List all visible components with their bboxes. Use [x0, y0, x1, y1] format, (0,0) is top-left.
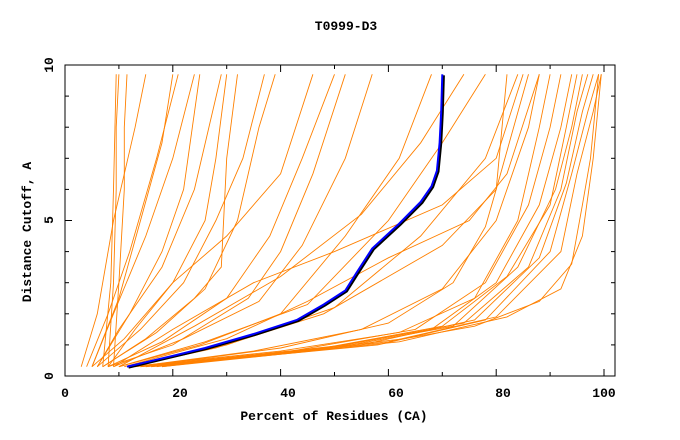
- model-curve: [161, 74, 600, 368]
- model-curve: [91, 74, 228, 368]
- model-curve: [151, 74, 594, 368]
- model-curve: [135, 74, 540, 368]
- highlight-shadow-curve: [128, 75, 445, 369]
- y-axis-label: Distance Cutoff, A: [20, 162, 35, 303]
- model-curve: [102, 74, 276, 368]
- x-tick-label: 40: [280, 386, 296, 401]
- model-curve: [113, 74, 128, 367]
- model-curve: [145, 74, 589, 368]
- model-curve: [129, 74, 519, 368]
- model-curve: [91, 74, 174, 367]
- model-curve: [135, 74, 562, 368]
- model-curve: [107, 74, 314, 367]
- x-tick-label: 0: [61, 386, 69, 401]
- model-curve: [161, 74, 602, 368]
- model-curve: [96, 74, 222, 367]
- x-tick-label: 80: [495, 386, 511, 401]
- y-tick-label: 0: [42, 372, 57, 380]
- x-axis-label: Percent of Residues (CA): [240, 409, 427, 424]
- model-curve: [118, 74, 486, 368]
- axis-ticks: [64, 64, 615, 377]
- x-tick-label: 100: [592, 386, 616, 401]
- model-curve: [140, 74, 578, 368]
- plot-frame: [64, 64, 616, 377]
- model-curve: [118, 74, 465, 368]
- model-curve: [124, 74, 540, 368]
- model-curve: [118, 74, 432, 368]
- series-layer: [80, 74, 602, 369]
- model-curve: [151, 74, 600, 368]
- x-tick-label: 20: [172, 386, 188, 401]
- model-curve: [113, 74, 373, 368]
- model-curve: [96, 74, 201, 367]
- model-curve: [80, 74, 147, 367]
- model-curve: [113, 74, 524, 368]
- model-curve: [102, 74, 117, 367]
- y-tick-label: 5: [42, 216, 57, 224]
- model-curve: [140, 74, 508, 368]
- y-tick-label: 10: [42, 57, 57, 73]
- highlight-curve: [126, 74, 444, 368]
- model-curve: [107, 74, 120, 367]
- model-curve: [107, 74, 346, 368]
- model-curve: [107, 74, 335, 368]
- x-tick-label: 60: [388, 386, 404, 401]
- model-curve: [97, 74, 265, 368]
- model-curve: [156, 74, 602, 368]
- chart-title: T0999-D3: [315, 19, 378, 34]
